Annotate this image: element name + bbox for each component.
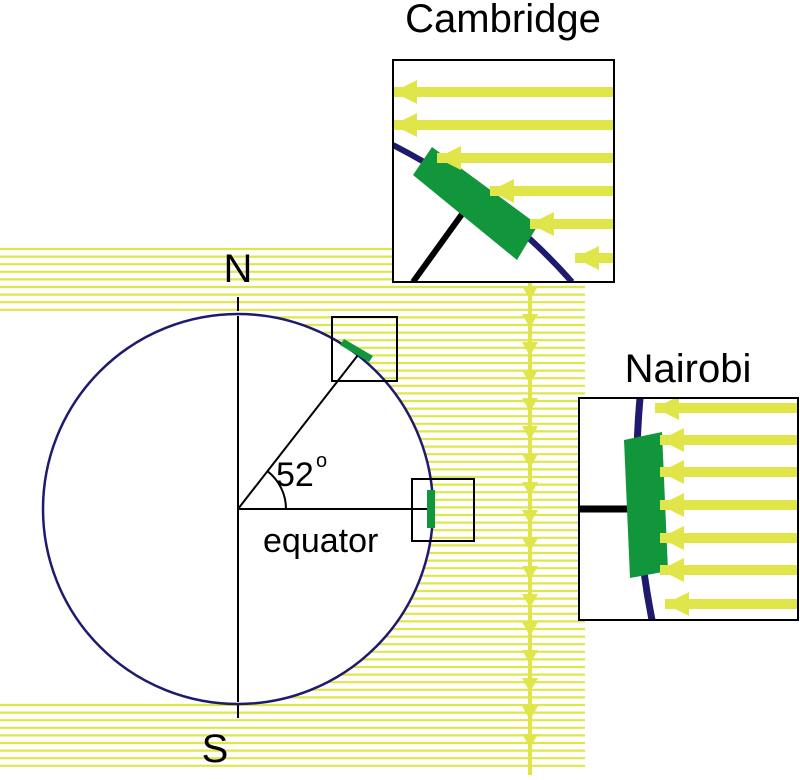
arrowhead-left <box>437 146 461 170</box>
angle-unit-label: o <box>316 450 327 472</box>
arrowhead-down <box>522 426 538 440</box>
sunlight-direction-arrows <box>522 282 538 775</box>
cambridge-sun-rays <box>393 80 614 270</box>
arrowhead-left <box>530 212 554 236</box>
angle-label: 52 <box>276 456 314 494</box>
nairobi-surface-patch <box>427 490 435 528</box>
arrowhead-left <box>660 493 684 517</box>
arrowhead-left <box>660 558 684 582</box>
arrowhead-down <box>522 510 538 524</box>
arrowhead-left <box>660 428 684 452</box>
arrowhead-down <box>522 734 538 748</box>
cambridge-patch-enlarged <box>413 147 538 260</box>
arrowhead-down <box>522 342 538 356</box>
arrowhead-left <box>393 113 417 137</box>
arrowhead-down <box>522 482 538 496</box>
cambridge-radius <box>410 208 468 282</box>
cambridge-surface-patch <box>340 339 373 362</box>
arrowhead-down <box>522 538 538 552</box>
cambridge-inset-frame <box>392 59 615 283</box>
angle-arc <box>266 470 287 510</box>
arrowhead-down <box>522 622 538 636</box>
arrowhead-left <box>660 460 684 484</box>
nairobi-label: Nairobi <box>625 347 752 391</box>
arrowhead-left <box>490 179 514 203</box>
cambridge-zoom-marker <box>331 316 398 382</box>
arrowhead-down <box>522 314 538 328</box>
arrowhead-down <box>522 286 538 300</box>
sunlight-rays <box>0 247 585 767</box>
cambridge-label: Cambridge <box>405 0 601 41</box>
arrowhead-left <box>575 246 599 270</box>
arrowhead-down <box>522 594 538 608</box>
nairobi-sun-rays <box>655 398 798 616</box>
arrowhead-down <box>522 678 538 692</box>
arrowhead-down <box>522 566 538 580</box>
nairobi-patch-enlarged <box>624 432 668 578</box>
nairobi-inset <box>578 397 799 621</box>
south-label: S <box>202 727 229 771</box>
arrowhead-down <box>522 650 538 664</box>
arrowhead-left <box>655 398 679 420</box>
arrowhead-down <box>522 398 538 412</box>
arrowhead-left <box>393 80 417 104</box>
nairobi-inset-frame <box>578 397 799 621</box>
arrowhead-left <box>665 592 689 616</box>
nairobi-zoom-marker <box>411 478 475 542</box>
arrowhead-down <box>522 454 538 468</box>
arrowhead-left <box>660 526 684 550</box>
arrowhead-down <box>522 370 538 384</box>
equator-label: equator <box>263 522 378 560</box>
arrowhead-down <box>522 706 538 720</box>
north-label: N <box>224 247 253 291</box>
cambridge-inset <box>392 59 615 283</box>
